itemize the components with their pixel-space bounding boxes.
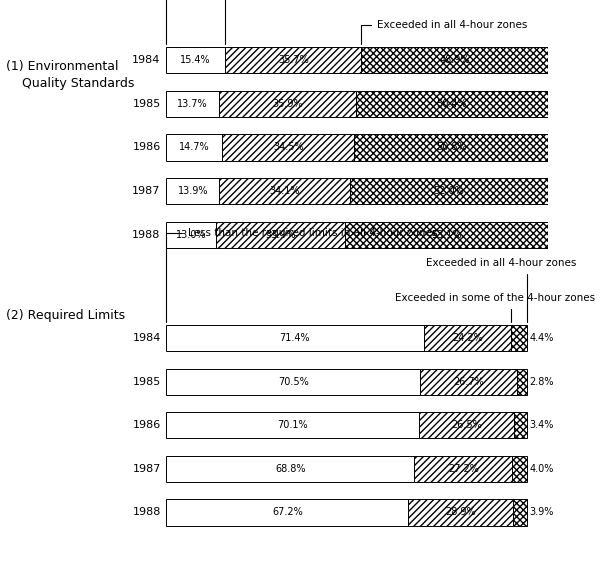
Text: 67.2%: 67.2% xyxy=(272,507,302,518)
Text: 3.9%: 3.9% xyxy=(530,507,554,518)
Bar xyxy=(166,134,222,160)
Bar xyxy=(420,369,517,395)
Text: 1985: 1985 xyxy=(132,99,161,109)
Bar xyxy=(166,178,219,204)
Text: 1984: 1984 xyxy=(132,333,161,343)
Text: 26.5%: 26.5% xyxy=(452,420,482,430)
Bar xyxy=(514,412,527,438)
Text: 33.9%: 33.9% xyxy=(265,230,296,240)
Text: (2) Required Limits: (2) Required Limits xyxy=(6,309,125,322)
Text: 34.5%: 34.5% xyxy=(273,142,304,153)
Bar xyxy=(513,500,527,526)
Bar xyxy=(414,456,513,482)
Text: 24.2%: 24.2% xyxy=(452,333,482,343)
Bar xyxy=(166,222,216,248)
Text: 1985: 1985 xyxy=(132,376,161,387)
Text: 48.9%: 48.9% xyxy=(440,55,470,65)
Bar xyxy=(225,47,362,73)
Text: 4.4%: 4.4% xyxy=(530,333,554,343)
Text: 13.0%: 13.0% xyxy=(176,230,206,240)
Text: 13.7%: 13.7% xyxy=(177,99,208,109)
Text: 68.8%: 68.8% xyxy=(275,464,306,474)
Text: 35.9%: 35.9% xyxy=(272,99,302,109)
Text: Exceeded in some of the 4-hour zones: Exceeded in some of the 4-hour zones xyxy=(395,293,596,322)
Bar xyxy=(362,47,548,73)
Text: 1986: 1986 xyxy=(132,142,161,153)
Text: 1987: 1987 xyxy=(132,186,161,196)
Bar xyxy=(511,325,527,351)
Bar xyxy=(408,500,513,526)
Text: 70.1%: 70.1% xyxy=(277,420,308,430)
Text: 1988: 1988 xyxy=(132,230,161,240)
Text: 27.2%: 27.2% xyxy=(448,464,479,474)
Text: Less than the required limits in all 4-hour zones: Less than the required limits in all 4-h… xyxy=(166,228,437,322)
Text: 1987: 1987 xyxy=(132,464,161,474)
Bar xyxy=(219,91,356,117)
Text: 34.1%: 34.1% xyxy=(269,186,300,196)
Text: 1988: 1988 xyxy=(132,507,161,518)
Text: 71.4%: 71.4% xyxy=(280,333,310,343)
Bar xyxy=(166,412,419,438)
Bar xyxy=(513,456,527,482)
Bar xyxy=(346,222,548,248)
Text: 70.5%: 70.5% xyxy=(278,376,309,387)
Bar xyxy=(166,47,225,73)
Bar xyxy=(219,178,350,204)
Text: Exceeded in all 4-hour zones: Exceeded in all 4-hour zones xyxy=(362,20,527,44)
Bar xyxy=(517,369,527,395)
Text: 26.7%: 26.7% xyxy=(453,376,484,387)
Bar xyxy=(166,325,424,351)
Text: Exceeded in all 4-hour zones: Exceeded in all 4-hour zones xyxy=(426,258,576,322)
Text: (1) Environmental: (1) Environmental xyxy=(6,60,119,73)
Bar xyxy=(354,134,548,160)
Bar xyxy=(166,500,408,526)
Bar xyxy=(356,91,548,117)
Bar xyxy=(166,456,414,482)
Text: 1986: 1986 xyxy=(132,420,161,430)
Bar xyxy=(350,178,548,204)
Bar xyxy=(222,134,354,160)
Bar xyxy=(419,412,514,438)
Bar xyxy=(424,325,511,351)
Text: 3.4%: 3.4% xyxy=(530,420,554,430)
Text: 14.7%: 14.7% xyxy=(179,142,209,153)
Text: 13.9%: 13.9% xyxy=(177,186,208,196)
Text: Attained in some of the 4-hour zones: Attained in some of the 4-hour zones xyxy=(225,0,457,44)
Text: 35.7%: 35.7% xyxy=(278,55,309,65)
Text: Attained in all 4-hour zones: Attained in all 4-hour zones xyxy=(166,0,368,44)
Text: 50.4%: 50.4% xyxy=(437,99,468,109)
Text: Quality Standards: Quality Standards xyxy=(6,77,134,90)
Text: 2.8%: 2.8% xyxy=(530,376,554,387)
Text: 52.0%: 52.0% xyxy=(434,186,464,196)
Text: 28.9%: 28.9% xyxy=(445,507,476,518)
Bar xyxy=(166,369,420,395)
Text: 50.8%: 50.8% xyxy=(436,142,466,153)
Bar xyxy=(216,222,346,248)
Bar xyxy=(166,91,219,117)
Text: 15.4%: 15.4% xyxy=(180,55,211,65)
Text: 4.0%: 4.0% xyxy=(530,464,554,474)
Text: 53.1%: 53.1% xyxy=(432,230,462,240)
Text: 1984: 1984 xyxy=(132,55,161,65)
